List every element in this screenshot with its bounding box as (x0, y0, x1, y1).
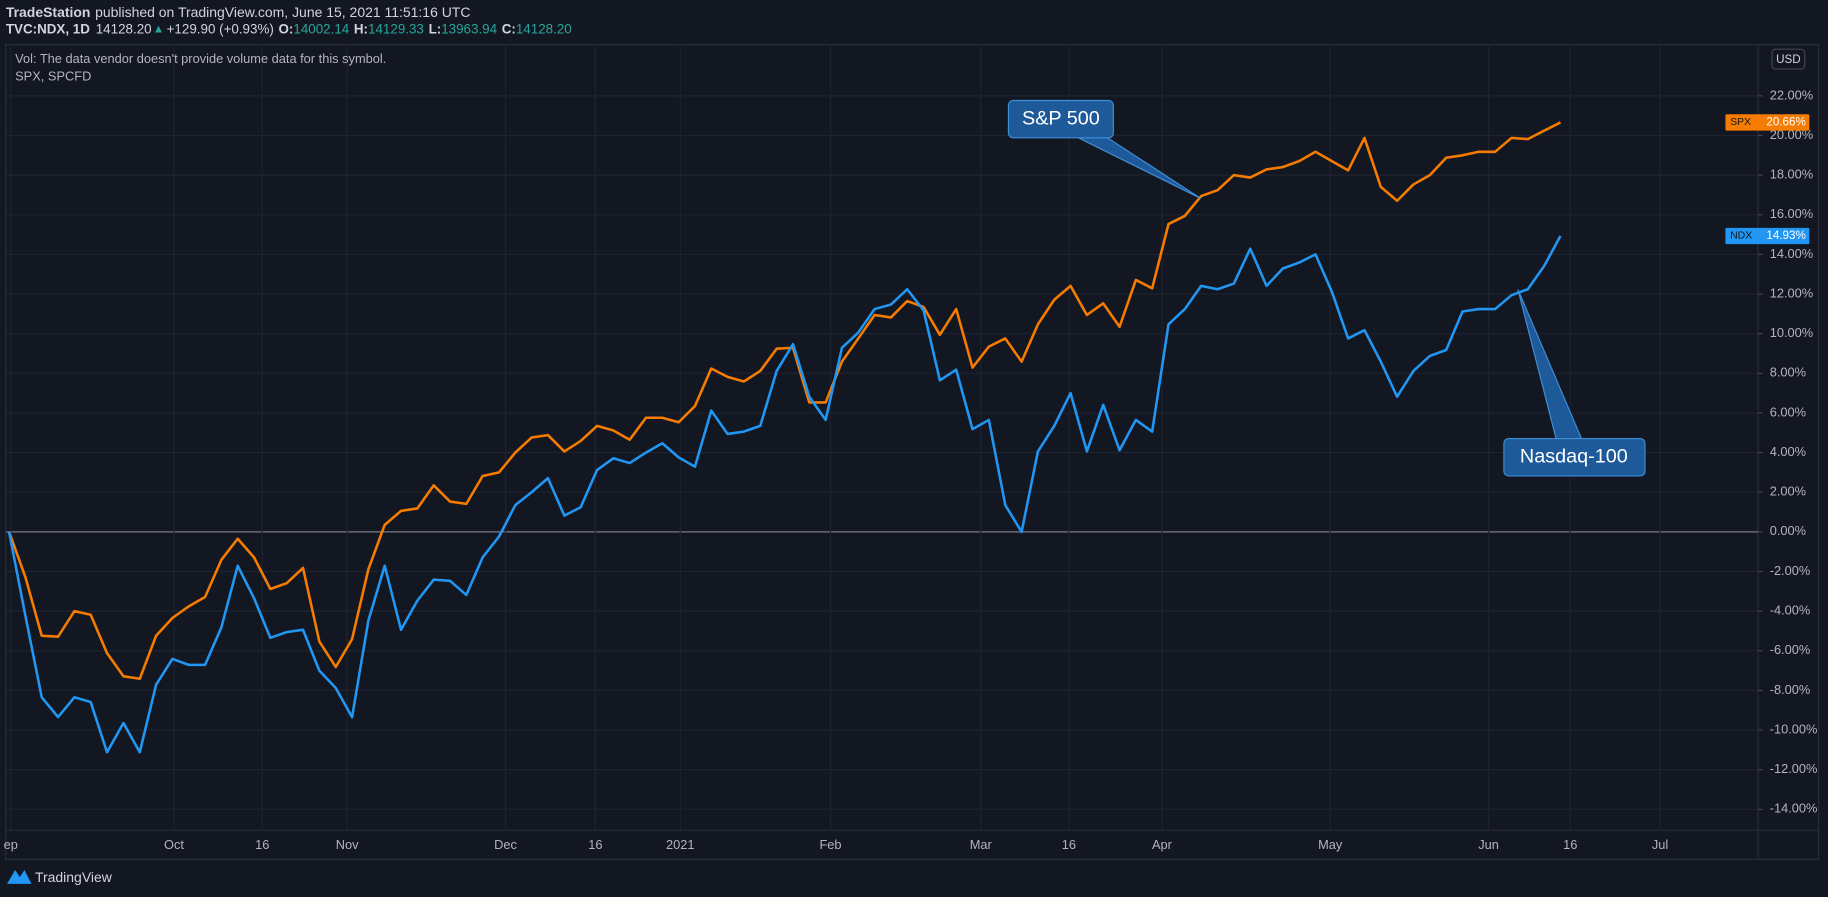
x-tick-label: 16 (1563, 837, 1577, 852)
y-tick-label: -10.00% (1770, 721, 1818, 736)
callout-text: S&P 500 (1022, 107, 1100, 129)
y-tick-label: 16.00% (1770, 206, 1813, 221)
y-tick-label: 0.00% (1770, 523, 1806, 538)
x-tick-label: Mar (970, 837, 993, 852)
chart-layer: -14.00% -12.00% -10.00% -8.00% -6.00% -4.00% -… (4, 44, 1818, 852)
x-tick-label: 16 (255, 837, 269, 852)
callout-box (1007, 99, 1114, 139)
o: 14002.14 (293, 21, 349, 36)
y-tick-label: 4.00% (1770, 444, 1806, 459)
compare-symbols: SPX, SPCFD (15, 69, 91, 84)
o-label: O: (279, 21, 294, 36)
y-tick-label: 2.00% (1770, 484, 1806, 499)
change: +129.90 (+0.93%) (167, 21, 274, 36)
published: published on TradingView.com, June 15, 2… (95, 4, 470, 20)
y-tick-label: -12.00% (1770, 761, 1818, 776)
x-tick-label: Dec (494, 837, 517, 852)
y-tick-label: -8.00% (1770, 682, 1811, 697)
currency-button[interactable] (1771, 48, 1806, 70)
y-tick-label: 10.00% (1770, 325, 1813, 340)
c: 14128.20 (516, 21, 572, 36)
y-tick-label: -2.00% (1770, 563, 1811, 578)
x-tick-label: Oct (164, 837, 184, 852)
x-tick-label: Feb (819, 837, 841, 852)
x-tick-label: 2021 (666, 837, 695, 852)
c-label: C: (502, 21, 516, 36)
callout-nasdaq: Nasdaq-100 (1503, 289, 1646, 477)
x-tick-label: Nov (336, 837, 359, 852)
price: 14128.20 (96, 21, 152, 36)
callout-box (1503, 438, 1646, 477)
series-line (7, 235, 1562, 754)
y-tick-label: -4.00% (1770, 603, 1811, 618)
l: 13963.94 (441, 21, 497, 36)
l-label: L: (429, 21, 442, 36)
arrow: ▲ (153, 22, 165, 35)
x-tick-label: 16 (1062, 837, 1076, 852)
footer-logo (6, 869, 32, 884)
series-line (7, 121, 1562, 681)
y-tick-label: -14.00% (1770, 801, 1818, 816)
x-tick-label: May (1318, 837, 1343, 852)
publisher: TradeStation (6, 4, 91, 20)
y-tick-label: 12.00% (1770, 285, 1813, 300)
logo-icon (6, 869, 32, 884)
header-line-2: TVC:NDX, 1D 14128.20▲ +129.90 (+0.93%) O:14… (6, 21, 572, 36)
y-tick-label: 8.00% (1770, 365, 1806, 380)
x-tick-label: 16 (588, 837, 602, 852)
last-value-tag (1725, 114, 1810, 131)
y-tick-label: 22.00% (1770, 87, 1813, 102)
callout-text: Nasdaq-100 (1520, 445, 1628, 467)
y-tick-label: 20.00% (1770, 127, 1813, 142)
h-label: H: (354, 21, 368, 36)
h: 14129.33 (368, 21, 424, 36)
currency[interactable]: USD (1776, 53, 1801, 66)
x-tick-label: Jul (1652, 837, 1668, 852)
last-value-label: 20.66% (1766, 116, 1805, 129)
y-tick-label: -6.00% (1770, 642, 1811, 657)
x-tick-label: Apr (1152, 837, 1173, 852)
x-tick-label: ep (4, 837, 18, 852)
last-value-label: 14.93% (1766, 229, 1805, 242)
x-tick-label: Jun (1478, 837, 1499, 852)
volume-note: Vol: The data vendor doesn't provide vol… (15, 51, 386, 66)
last-value-symbol: NDX (1730, 231, 1752, 242)
y-tick-label: 14.00% (1770, 246, 1813, 261)
symbol: TVC:NDX, 1D (6, 21, 90, 36)
y-tick-label: 18.00% (1770, 167, 1813, 182)
y-tick-label: 6.00% (1770, 404, 1806, 419)
last-value-symbol: SPX (1730, 117, 1751, 128)
last-value-tag (1725, 227, 1810, 245)
header-line-1: TradeStation published on TradingView.com… (6, 4, 471, 20)
footer-brand: TradingView (35, 869, 113, 885)
callout-sp500: S&P 500 (1007, 99, 1202, 199)
